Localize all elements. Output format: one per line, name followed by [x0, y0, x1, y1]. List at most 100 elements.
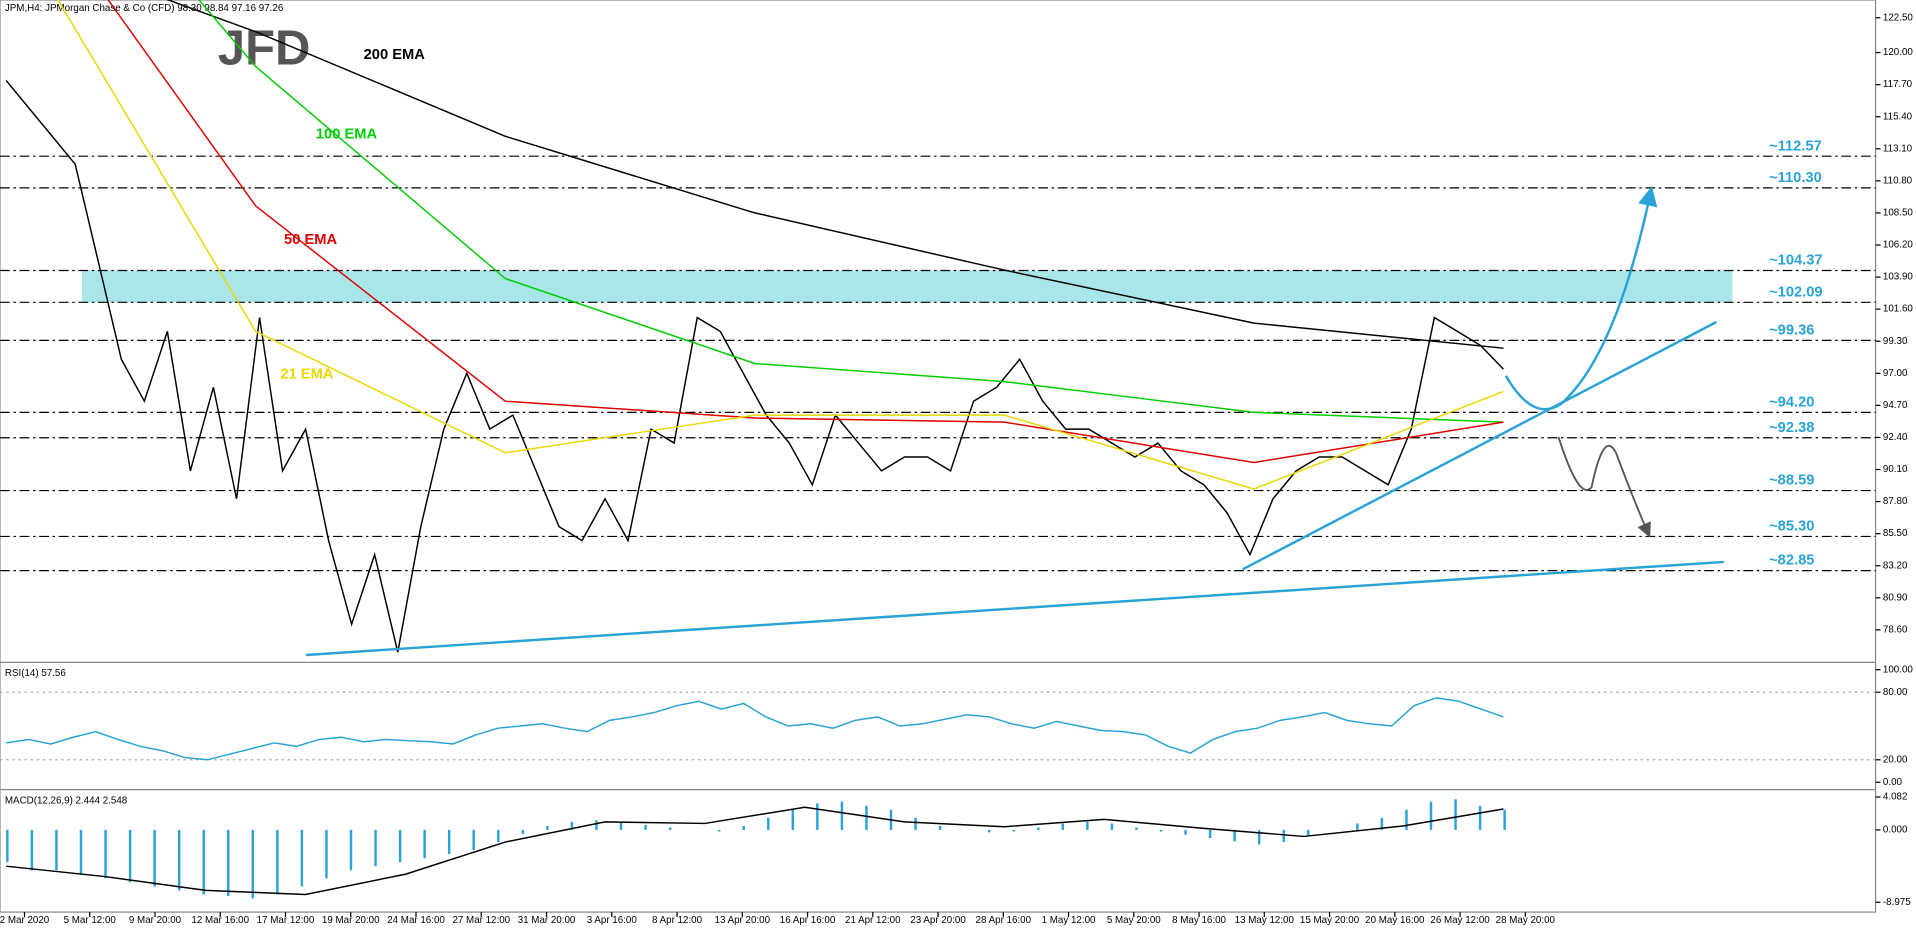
chart-header: JPM,H4: JPMorgan Chase & Co (CFD) 98.30 … — [5, 3, 284, 14]
histogram-bar — [1380, 817, 1384, 830]
histogram-bar — [1086, 821, 1089, 830]
trend-line — [305, 560, 1724, 657]
histogram-bar — [128, 829, 132, 883]
y-tick-label: 80.90 — [1883, 592, 1908, 603]
indicator-panels: 122.50 120.00 117.70 115.40 113.10 110.80 108.… — [0, 12, 1913, 926]
indicator-line — [107, 0, 1504, 464]
y-tick-label: 110.80 — [1883, 175, 1913, 186]
legend-label: 50 EMA — [284, 232, 337, 248]
histogram-bar — [595, 820, 598, 830]
histogram-bar — [546, 825, 549, 830]
histogram-bar — [914, 817, 917, 830]
histogram-bar — [1037, 827, 1040, 830]
histogram-bar — [1454, 799, 1457, 830]
histogram-bar — [30, 829, 34, 871]
histogram-bar — [865, 805, 868, 830]
histogram-bar — [1307, 829, 1310, 837]
x-tick-label: 3 Apr 16:00 — [587, 915, 638, 926]
histogram-bar — [1282, 829, 1285, 843]
x-tick-label: 19 Mar 20:00 — [322, 915, 380, 926]
x-tick-label: 9 Mar 20:00 — [129, 915, 182, 926]
y-tick-label: 106.20 — [1883, 240, 1913, 251]
histogram-bar — [1110, 823, 1114, 830]
x-tick-label: 8 May 16:00 — [1172, 915, 1226, 926]
y-tick-label: 0.000 — [1883, 825, 1908, 836]
y-tick-label: 87.80 — [1883, 496, 1908, 507]
histogram-bar — [177, 829, 181, 891]
histogram-bar — [202, 829, 205, 895]
indicator-line — [6, 806, 1504, 896]
y-tick-label: 120.00 — [1883, 47, 1913, 58]
y-tick-label: 103.90 — [1883, 272, 1913, 283]
x-tick-label: 17 Mar 12:00 — [257, 915, 315, 926]
indicator-line — [6, 697, 1504, 761]
panel-title: MACD(12,26,9) 2.444 2.548 — [5, 795, 128, 806]
level-label: ~112.57 — [1769, 138, 1822, 154]
x-tick-label: 8 Apr 12:00 — [652, 915, 703, 926]
x-tick-label: 16 Apr 16:00 — [780, 915, 836, 926]
level-label: ~88.59 — [1769, 473, 1814, 489]
y-tick-label: 122.50 — [1883, 12, 1913, 23]
level-label: ~85.30 — [1769, 519, 1814, 535]
y-tick-label: 94.70 — [1883, 400, 1908, 411]
level-label: ~82.85 — [1769, 553, 1814, 569]
histogram-bar — [791, 809, 795, 830]
level-label: ~102.09 — [1769, 284, 1823, 300]
y-tick-label: 101.60 — [1883, 304, 1913, 315]
histogram-bar — [153, 829, 156, 887]
x-tick-label: 13 May 12:00 — [1235, 915, 1295, 926]
histogram-bar — [398, 829, 402, 863]
level-label: ~104.37 — [1769, 253, 1823, 269]
level-label: ~99.36 — [1769, 322, 1814, 338]
indicator-line — [166, 0, 1504, 349]
histogram-bar — [570, 821, 574, 830]
y-tick-label: 115.40 — [1883, 111, 1913, 122]
histogram-bar — [1503, 809, 1506, 830]
histogram-bar — [472, 829, 475, 851]
x-tick-label: 12 Mar 16:00 — [191, 915, 249, 926]
x-tick-label: 5 Mar 12:00 — [64, 915, 117, 926]
x-tick-label: 21 Apr 12:00 — [845, 915, 901, 926]
y-tick-label: 85.50 — [1883, 528, 1908, 539]
histogram-bar — [521, 829, 525, 834]
histogram-bar — [55, 829, 58, 871]
y-tick-label: 108.50 — [1883, 208, 1913, 219]
indicator-line — [57, 0, 1504, 490]
x-tick-label: 28 May 20:00 — [1496, 915, 1556, 926]
histogram-bar — [1184, 829, 1187, 835]
legend-label: 21 EMA — [280, 367, 333, 383]
x-tick-label: 15 May 20:00 — [1300, 915, 1360, 926]
x-tick-label: 24 Mar 16:00 — [387, 915, 445, 926]
y-tick-label: 117.70 — [1883, 79, 1913, 90]
y-tick-label: 80.00 — [1883, 687, 1908, 698]
histogram-bar — [1135, 827, 1138, 830]
histogram-bar — [374, 829, 377, 867]
indicator-line — [198, 0, 1504, 423]
plot-frame — [0, 0, 1877, 913]
legend-label: 200 EMA — [364, 47, 426, 63]
histogram-bar — [6, 829, 9, 863]
level-label: ~92.38 — [1769, 420, 1814, 436]
annotations — [305, 186, 1724, 657]
histogram-bar — [497, 829, 500, 843]
y-tick-label: 100.00 — [1883, 664, 1913, 675]
y-tick-label: 92.40 — [1883, 432, 1908, 443]
x-tick-label: 20 May 16:00 — [1365, 915, 1425, 926]
histogram-bar — [1233, 829, 1236, 842]
scenario-arrow — [1557, 436, 1651, 538]
histogram-bar — [767, 817, 770, 830]
price-line — [5, 79, 1504, 653]
histogram-bar — [1356, 823, 1359, 830]
x-tick-label: 23 Apr 20:00 — [910, 915, 966, 926]
resistance-zone — [82, 270, 1733, 303]
histogram-bar — [423, 829, 426, 859]
panel-title: RSI(14) 57.56 — [5, 668, 66, 679]
y-tick-label: 4.082 — [1883, 792, 1907, 803]
histogram-bar — [325, 829, 328, 879]
histogram-bar — [1012, 829, 1015, 832]
price-panel — [0, 0, 1876, 653]
level-label: ~94.20 — [1769, 394, 1814, 410]
histogram-bar — [987, 829, 991, 833]
legend-label: 100 EMA — [316, 127, 378, 143]
histogram-bar — [938, 825, 942, 830]
